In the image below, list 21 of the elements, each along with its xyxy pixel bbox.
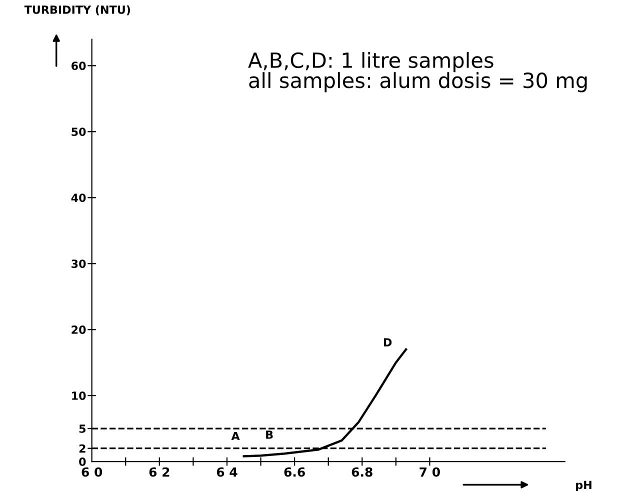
y-axis-title: TURBIDITY (NTU)	[24, 5, 130, 16]
x-tick-label: 6 0	[82, 467, 102, 477]
x-tick-label: 6.6	[284, 467, 305, 477]
y-tick-label: 5	[79, 424, 86, 433]
y-tick-label: 50	[72, 128, 86, 136]
y-tick-label: 2	[79, 444, 86, 453]
y-tick-label: 30	[72, 260, 86, 268]
y-tick-label: 20	[72, 326, 86, 334]
annotation: D	[384, 338, 392, 346]
x-axis-title: pH	[576, 480, 592, 491]
annotation: A,B,C,D: 1 litre samples all samples: alum dosis = 30 mg	[248, 52, 587, 92]
x-tick-label: 7 0	[420, 467, 440, 477]
y-tick-label: 10	[72, 392, 86, 400]
y-tick-label: 0	[79, 458, 86, 466]
annotation: B	[266, 430, 273, 439]
annotation: A	[231, 432, 240, 440]
y-tick-label: 40	[71, 194, 86, 202]
x-tick-label: 6.8	[352, 467, 372, 477]
y-tick-label: 60	[72, 62, 86, 70]
x-tick-label: 6 4	[216, 467, 238, 477]
x-tick-label: 6 2	[149, 467, 170, 477]
